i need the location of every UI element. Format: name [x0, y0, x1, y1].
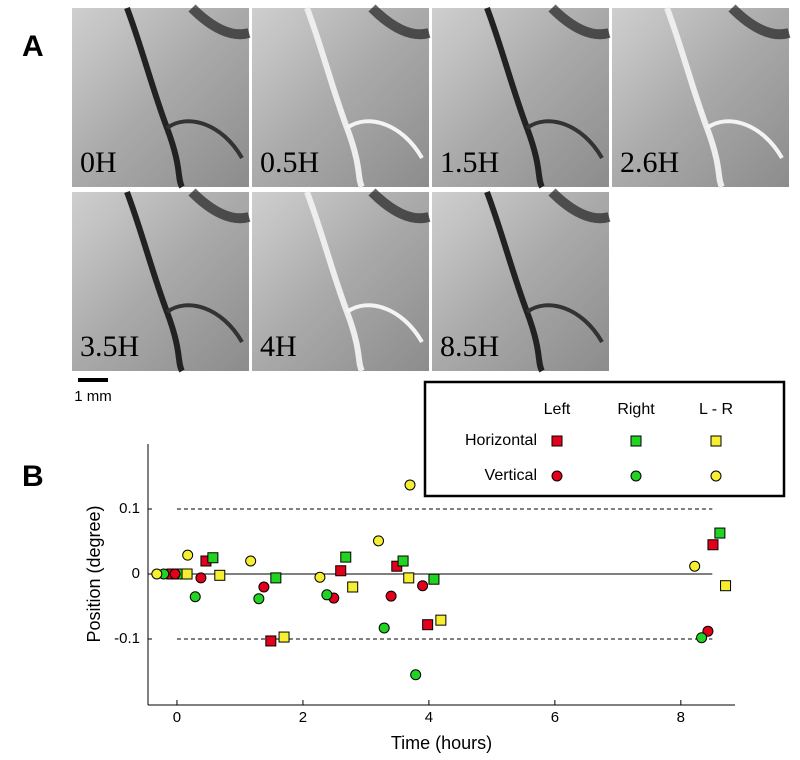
legend-column-label: Right: [617, 401, 655, 418]
image-label: 0H: [80, 146, 117, 179]
image-label: 0.5H: [260, 146, 319, 179]
vessel: [368, 188, 431, 224]
legend: Left Right L - R Horizontal Vertical: [465, 401, 733, 484]
x-tick-label: 4: [425, 709, 433, 726]
image-tile: [432, 8, 609, 187]
vessel: [525, 303, 604, 343]
marker-square: [422, 619, 434, 631]
vessel: [548, 4, 611, 40]
marker-square: [340, 551, 352, 563]
vessel: [165, 119, 244, 159]
vessel: [304, 6, 365, 189]
image-tile: [252, 192, 429, 371]
x-tick-label: 0: [173, 709, 181, 726]
y-tick-label: 0: [132, 565, 140, 582]
image-tile: [612, 8, 789, 187]
marker-square: [403, 572, 415, 584]
marker-circle: [195, 572, 207, 584]
vessel: [728, 4, 791, 40]
marker-circle: [702, 625, 714, 637]
image-tile: [432, 192, 609, 371]
marker-circle: [321, 589, 333, 601]
marker-circle: [314, 571, 326, 583]
image-label: 8.5H: [440, 330, 499, 363]
marker-circle: [189, 591, 201, 603]
vessel: [484, 6, 545, 189]
panel-label: A: [22, 30, 44, 63]
vessel: [664, 6, 725, 189]
vessel: [345, 303, 424, 343]
marker-circle: [182, 549, 194, 561]
marker-square: [714, 527, 726, 539]
vessel: [188, 188, 251, 224]
legend-column-label: Left: [544, 401, 571, 418]
marker-circle: [151, 568, 163, 580]
image-label: 1.5H: [440, 146, 499, 179]
vessel: [548, 188, 611, 224]
legend-marker: [630, 435, 642, 447]
marker-circle: [378, 622, 390, 634]
legend-marker: [710, 435, 722, 447]
legend-row-label: Vertical: [485, 467, 537, 484]
marker-circle: [696, 632, 708, 644]
image-tile: [252, 8, 429, 187]
marker-circle: [689, 560, 701, 572]
legend-marker: [551, 435, 563, 447]
image-label: 3.5H: [80, 330, 139, 363]
scale-bar-label: 1 mm: [74, 388, 112, 405]
vessel: [484, 190, 545, 373]
marker-circle: [258, 581, 270, 593]
image-tile: [72, 8, 249, 187]
marker-square: [397, 555, 409, 567]
marker-square: [428, 573, 440, 585]
legend-column-label: L - R: [699, 401, 733, 418]
marker-square: [720, 580, 732, 592]
vessel: [165, 303, 244, 343]
image-label: 4H: [260, 330, 297, 363]
marker-square: [278, 631, 290, 643]
legend-marker: [710, 470, 722, 482]
marker-square: [214, 569, 226, 581]
marker-square: [707, 539, 719, 551]
legend-row-label: Horizontal: [465, 432, 537, 449]
x-axis-label: Time (hours): [391, 733, 492, 753]
vessel: [345, 119, 424, 159]
panel-label: B: [22, 460, 44, 493]
y-tick-label: 0.1: [119, 500, 140, 517]
y-tick-label: -0.1: [114, 630, 140, 647]
legend-marker: [630, 470, 642, 482]
marker-circle: [404, 479, 416, 491]
vessel: [368, 4, 431, 40]
legend-marker: [551, 470, 563, 482]
vessel: [304, 190, 365, 373]
image-label: 2.6H: [620, 146, 679, 179]
marker-circle: [169, 568, 181, 580]
marker-square: [270, 572, 282, 584]
vessel: [124, 6, 185, 189]
vessel: [705, 119, 784, 159]
marker-circle: [373, 535, 385, 547]
vessel: [124, 190, 185, 373]
marker-square: [335, 565, 347, 577]
vessel: [188, 4, 251, 40]
vessel: [525, 119, 604, 159]
marker-circle: [410, 669, 422, 681]
marker-square: [207, 552, 219, 564]
marker-circle: [385, 590, 397, 602]
marker-square: [435, 614, 447, 626]
marker-circle: [417, 580, 429, 592]
y-axis-label: Position (degree): [84, 505, 104, 642]
marker-circle: [245, 555, 257, 567]
marker-circle: [253, 593, 265, 605]
x-tick-label: 8: [677, 709, 685, 726]
marker-square: [181, 568, 193, 580]
x-tick-label: 6: [551, 709, 559, 726]
marker-square: [265, 635, 277, 647]
image-tile: [72, 192, 249, 371]
marker-square: [347, 581, 359, 593]
x-tick-label: 2: [299, 709, 307, 726]
legend-box: [423, 380, 786, 498]
